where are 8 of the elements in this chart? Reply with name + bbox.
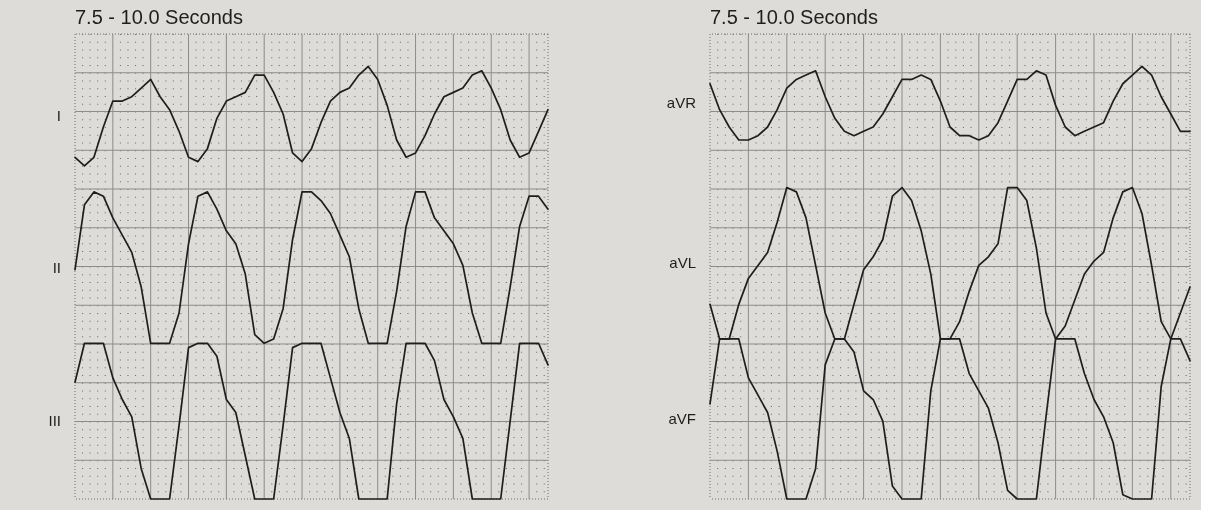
chart-title: 7.5 - 10.0 Seconds — [75, 6, 243, 29]
series-label: aVR — [666, 94, 697, 112]
text: I — [56, 107, 61, 125]
text: III — [48, 412, 61, 430]
series-label: II — [52, 258, 61, 276]
chart-title: 7.5 - 10.0 Seconds — [710, 6, 878, 29]
text: aVL — [669, 254, 696, 272]
series-label: aVF — [668, 409, 696, 427]
